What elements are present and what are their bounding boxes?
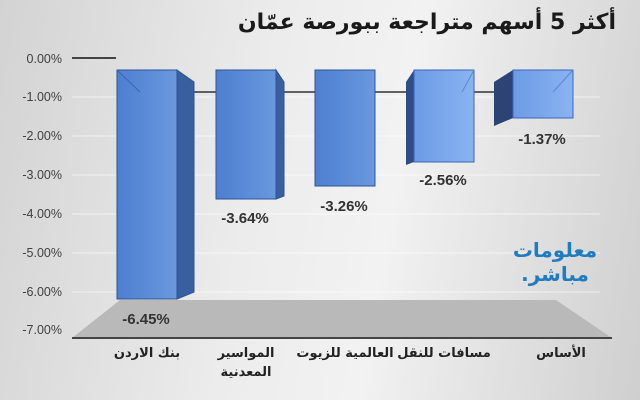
value-label: -3.26% [320,198,368,215]
y-tick: -1.00% [22,90,62,104]
y-tick: 0.00% [26,52,62,66]
x-label-line: المواسير [217,346,275,361]
chart-title: أكثر 5 أسهم متراجعة ببورصة عمّان [237,10,616,35]
bar-alamiya [314,69,376,187]
y-tick: -3.00% [22,168,62,182]
logo-line: مباشر. [521,262,589,286]
chart-floor [72,300,612,338]
y-tick: -7.00% [22,323,62,337]
y-tick: -4.00% [22,207,62,221]
value-label: -6.45% [122,311,170,328]
y-tick: -5.00% [22,246,62,260]
bar-asas [494,69,574,126]
x-label: العالمية للزيوت [296,346,394,361]
bar-bank-al-urdun [116,69,195,300]
x-label-line: المعدنية [220,365,272,380]
x-label: المواسير المعدنية [191,344,301,382]
watermark-logo: معلومات مباشر. [505,238,605,286]
value-label: -3.64% [221,210,269,227]
value-label: -1.37% [518,131,566,148]
bar-masafat [406,69,475,165]
y-tick: -6.00% [22,285,62,299]
value-label: -2.56% [419,172,467,189]
bar-mawasir [215,68,285,200]
x-label: بنك الاردن [113,346,181,361]
x-label: الأساس [536,346,586,361]
x-label: مسافات للنقل [397,346,491,361]
y-tick: -2.00% [22,129,62,143]
logo-line: معلومات [512,238,598,262]
